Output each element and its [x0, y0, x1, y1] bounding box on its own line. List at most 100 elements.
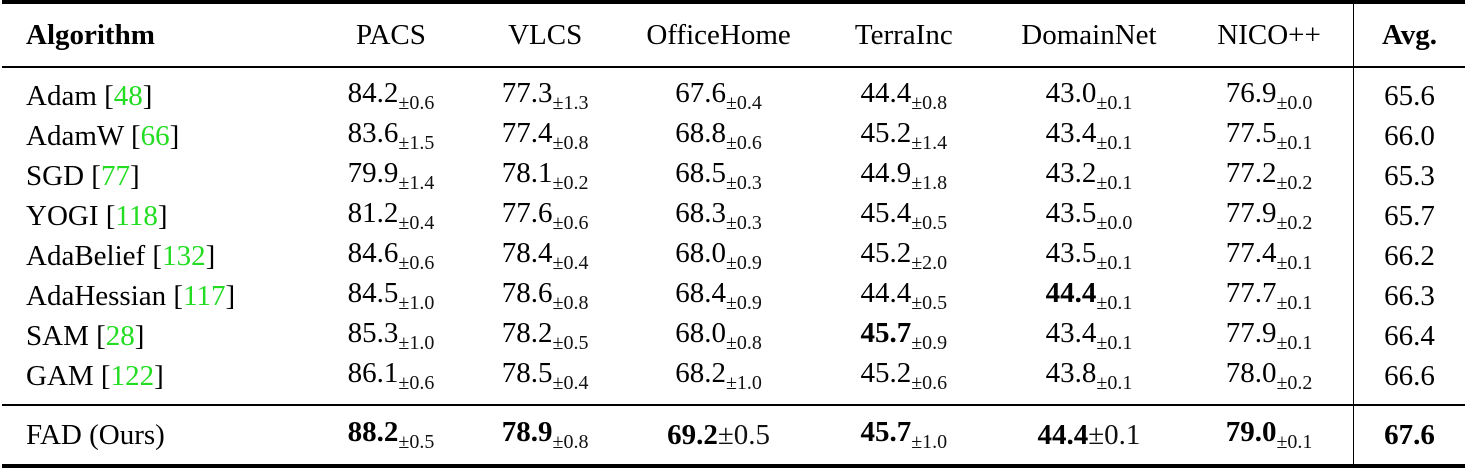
score-mean: 45.7	[860, 317, 912, 349]
score-std: ±0.1	[1096, 92, 1133, 114]
score-std: ±1.0	[398, 292, 435, 314]
score-std: ±0.1	[1096, 332, 1133, 354]
score-cell: 43.0±0.1	[992, 66, 1186, 116]
score-cell: 45.2±1.4	[815, 116, 993, 156]
score-cell: 45.7±0.9	[815, 316, 993, 356]
score-std: ±0.0	[1096, 212, 1133, 234]
score-std: ±0.1	[1276, 252, 1313, 274]
algorithm-name-cell: AdaHessian [117]	[26, 279, 236, 312]
score-std: ±0.4	[552, 372, 589, 394]
score-std: ±0.1	[1096, 132, 1133, 154]
score-cell: 45.2±2.0	[815, 236, 993, 276]
score-std: ±0.6	[552, 212, 589, 234]
table-row: SAM [28] 85.3±1.0 78.2±0.5 68.0±0.8 45.7±0.9…	[2, 316, 1465, 356]
score-cell: 68.0±0.8	[622, 316, 815, 356]
score-mean: 83.6	[347, 117, 399, 149]
score-std: ±0.2	[552, 172, 589, 194]
citation-link[interactable]: 48	[113, 79, 143, 112]
score-cell: 86.1±0.6	[314, 356, 468, 405]
algorithm-name-cell: AdamW [66]	[26, 119, 180, 152]
score-mean: 45.7	[860, 416, 912, 448]
citation-link[interactable]: 118	[115, 199, 158, 232]
score-std: ±0.9	[725, 292, 762, 314]
algorithm-name: SGD	[26, 159, 85, 192]
score-cell: 44.4±0.5	[815, 276, 993, 316]
avg-cell: 65.3	[1352, 156, 1465, 196]
score-mean: 78.6	[501, 277, 553, 309]
avg-cell: 65.6	[1352, 66, 1465, 116]
score-mean: 43.5	[1045, 197, 1097, 229]
score-cell: 68.3±0.3	[622, 196, 815, 236]
score-mean: 76.9	[1225, 77, 1277, 109]
citation-link[interactable]: 132	[162, 239, 206, 272]
citation-link[interactable]: 66	[140, 119, 170, 152]
score-mean: 45.4	[860, 197, 912, 229]
score-cell: 85.3±1.0	[314, 316, 468, 356]
score-mean: 77.2	[1225, 157, 1277, 189]
score-cell: 68.4±0.9	[622, 276, 815, 316]
header-nico: NICO++	[1185, 0, 1354, 67]
score-std: ±1.0	[725, 372, 762, 394]
score-std: ±0.9	[725, 252, 762, 274]
score-mean: 77.5	[1225, 117, 1277, 149]
algorithm-name: GAM	[26, 359, 94, 392]
score-std: ±0.1	[1276, 332, 1313, 354]
score-std: ±0.1	[1088, 418, 1141, 451]
score-cell: 67.6±0.4	[622, 66, 815, 116]
table-row: YOGI [118] 81.2±0.4 77.6±0.6 68.3±0.3 45.4±0…	[2, 196, 1465, 236]
algorithm-name: AdaHessian	[26, 279, 167, 312]
citation-link[interactable]: 77	[100, 159, 130, 192]
score-cell: 78.9±0.8	[468, 404, 623, 468]
score-mean: 68.0	[675, 237, 726, 269]
score-mean: 79.9	[347, 157, 399, 189]
score-mean: 78.2	[501, 317, 553, 349]
score-cell: 68.2±1.0	[622, 356, 815, 405]
score-cell: 77.9±0.1	[1185, 316, 1353, 356]
avg-value: 67.6	[1384, 418, 1435, 451]
avg-cell: 66.4	[1352, 316, 1465, 356]
score-mean: 77.9	[1225, 197, 1277, 229]
header-officehome: OfficeHome	[622, 0, 815, 67]
score-cell: 45.7±1.0	[814, 404, 993, 468]
header-row: Algorithm PACS VLCS OfficeHome TerraInc …	[2, 0, 1465, 67]
score-cell: 83.6±1.5	[314, 116, 468, 156]
header-domainnet: DomainNet	[992, 0, 1186, 67]
score-std: ±0.1	[1276, 132, 1313, 154]
score-std: ±1.0	[911, 431, 948, 453]
score-mean: 84.2	[347, 77, 399, 109]
score-std: ±0.0	[1276, 92, 1313, 114]
score-cell: 44.4±0.1	[992, 404, 1186, 468]
table-row: AdamW [66] 83.6±1.5 77.4±0.8 68.8±0.6 45.2±1…	[2, 116, 1465, 156]
score-mean: 79.0	[1225, 416, 1277, 448]
table-row: AdaHessian [117] 84.5±1.0 78.6±0.8 68.4±0.9…	[2, 276, 1465, 316]
algorithm-name: AdamW	[26, 119, 124, 152]
citation-link[interactable]: 28	[105, 319, 135, 352]
table-row-ours: FAD (Ours) 88.2±0.5 78.9±0.8 69.2±0.5 45.7±1…	[2, 404, 1465, 468]
score-std: ±0.2	[1276, 372, 1313, 394]
citation-link[interactable]: 117	[183, 279, 226, 312]
score-cell: 77.6±0.6	[468, 196, 622, 236]
score-cell: 77.7±0.1	[1185, 276, 1353, 316]
score-mean: 43.2	[1045, 157, 1097, 189]
score-cell: 78.6±0.8	[468, 276, 622, 316]
score-cell: 77.4±0.1	[1185, 236, 1353, 276]
score-std: ±0.5	[398, 431, 435, 453]
score-cell: 43.4±0.1	[993, 316, 1185, 356]
score-std: ±0.9	[911, 332, 948, 354]
algorithm-name: YOGI	[26, 199, 99, 232]
score-cell: 43.2±0.1	[993, 156, 1185, 196]
score-cell: 77.9±0.2	[1185, 196, 1353, 236]
algorithm-name: AdaBelief	[26, 239, 146, 272]
score-mean: 43.0	[1045, 77, 1097, 109]
avg-cell: 66.2	[1352, 236, 1465, 276]
score-std: ±0.5	[911, 212, 948, 234]
score-cell: 78.5±0.4	[468, 356, 622, 405]
score-cell: 45.2±0.6	[815, 356, 993, 405]
score-mean: 77.7	[1225, 277, 1277, 309]
score-mean: 45.2	[860, 117, 912, 149]
score-mean: 69.2	[667, 418, 718, 451]
score-std: ±1.5	[398, 132, 435, 154]
citation-link[interactable]: 122	[110, 359, 155, 392]
score-mean: 43.5	[1045, 237, 1097, 269]
avg-cell: 66.3	[1352, 276, 1465, 316]
